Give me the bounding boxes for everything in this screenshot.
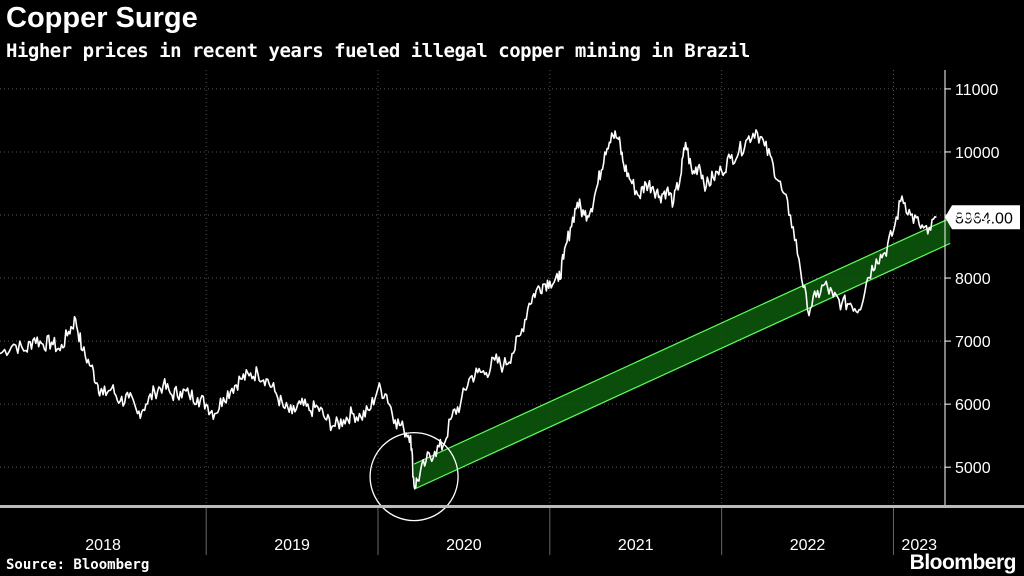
y-axis: 5000 6000 7000 8000 9000 10000 11000 xyxy=(944,70,1000,505)
gridlines xyxy=(0,70,945,505)
y-tick-label: 7000 xyxy=(955,334,991,351)
chart-subtitle: Higher prices in recent years fueled ill… xyxy=(6,40,750,62)
chart-title: Copper Surge xyxy=(6,2,198,34)
x-tick-label: 2020 xyxy=(446,537,482,554)
trend-channel xyxy=(413,217,951,490)
last-value-tag xyxy=(945,205,1020,230)
last-value-label: 8964.00 xyxy=(955,210,1013,227)
x-tick-label: 2023 xyxy=(901,537,937,554)
annotations: 8964.00 xyxy=(369,205,1020,522)
x-axis-bar xyxy=(0,505,1024,508)
bloomberg-logo: Bloomberg xyxy=(909,551,1017,574)
price-line xyxy=(0,129,937,490)
trend-channel-upper-edge xyxy=(413,217,951,465)
price-series xyxy=(0,129,937,490)
y-tick-label: 9000 xyxy=(955,208,991,225)
x-tick-label: 2019 xyxy=(274,537,310,554)
source-note: Source: Bloomberg xyxy=(6,557,150,573)
y-tick-label: 11000 xyxy=(955,82,998,99)
trend-channel-band xyxy=(414,218,951,490)
trend-channel-lower-edge xyxy=(413,242,951,490)
y-tick-label: 5000 xyxy=(955,460,991,477)
x-axis: 2018 2019 2020 2021 2022 2023 xyxy=(0,505,1024,555)
x-tick-label: 2018 xyxy=(85,537,121,554)
y-tick-label: 8000 xyxy=(955,271,991,288)
x-tick-label: 2022 xyxy=(790,537,826,554)
y-tick-label: 6000 xyxy=(955,397,991,414)
pandemic-low-circle xyxy=(369,431,459,522)
x-tick-label: 2021 xyxy=(618,537,654,554)
y-tick-label: 10000 xyxy=(955,145,1000,162)
